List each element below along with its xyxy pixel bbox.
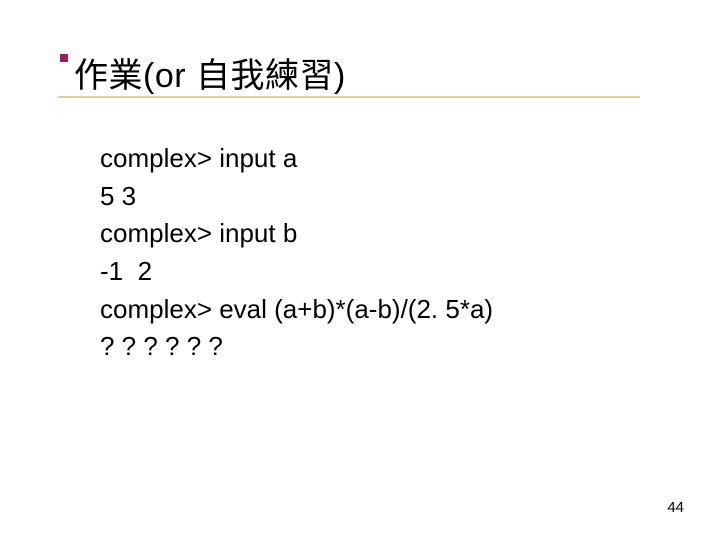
title-bullet-icon <box>60 54 68 62</box>
code-line: complex> input b <box>100 215 660 253</box>
code-line: -1 2 <box>100 253 660 291</box>
code-line: 5 3 <box>100 178 660 216</box>
title-underline <box>58 96 640 98</box>
title-area: 作業(or 自我練習) <box>74 48 346 97</box>
code-line: ? ? ? ? ? ? <box>100 328 660 366</box>
code-line: complex> eval (a+b)*(a-b)/(2. 5*a) <box>100 291 660 329</box>
slide: 作業(or 自我練習) complex> input a 5 3 complex… <box>0 0 720 540</box>
slide-title: 作業(or 自我練習) <box>74 48 346 97</box>
body-area: complex> input a 5 3 complex> input b -1… <box>100 140 660 366</box>
code-line: complex> input a <box>100 140 660 178</box>
page-number: 44 <box>667 499 684 516</box>
